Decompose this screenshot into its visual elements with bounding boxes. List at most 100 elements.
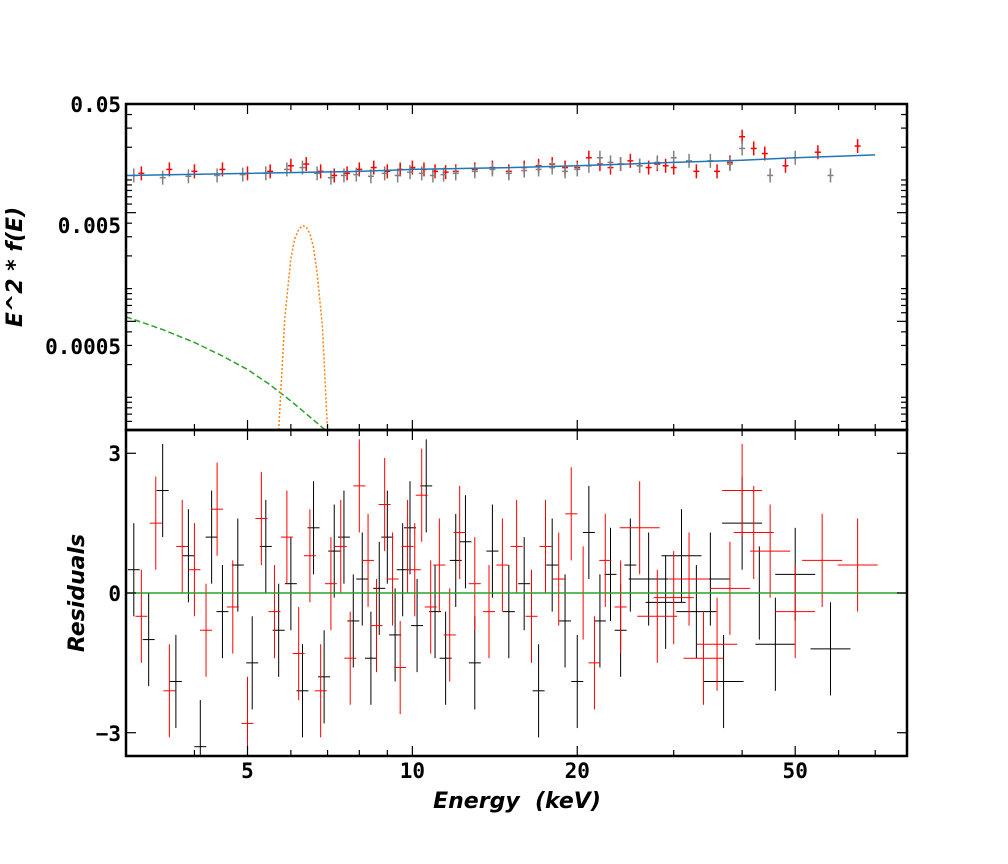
residual-point [588, 616, 601, 710]
data-point [549, 160, 556, 175]
residual-point [394, 620, 407, 715]
data-point [726, 157, 733, 172]
residual-point [624, 518, 637, 612]
data-point [827, 168, 834, 183]
model-curve [126, 316, 327, 430]
residual-point [408, 523, 421, 617]
residual-point [443, 588, 456, 682]
residual-point [324, 537, 337, 631]
residual-point [347, 574, 360, 668]
residual-point [750, 504, 791, 598]
residual-point [775, 565, 816, 659]
residual-point [246, 616, 259, 710]
data-point [267, 164, 274, 179]
residual-point [314, 644, 327, 738]
residual-point [614, 560, 627, 654]
data-point [761, 146, 768, 161]
data-point [636, 158, 643, 173]
data-point [429, 168, 436, 183]
residual-point [328, 504, 341, 598]
data-point [406, 165, 413, 180]
residual-point [502, 565, 515, 659]
residual-point [268, 565, 281, 659]
residual-point [433, 518, 446, 612]
data-point [214, 168, 221, 183]
residual-point [334, 499, 347, 593]
data-point [627, 153, 634, 168]
residual-point [292, 606, 305, 701]
residual-point [226, 560, 239, 654]
data-point [596, 150, 603, 165]
bottom-y-axis-label: Residuals [65, 534, 90, 652]
data-point [489, 162, 496, 177]
top-ytick-label: 0.005 [58, 214, 121, 238]
residual-point [127, 523, 140, 617]
data-point [314, 166, 321, 181]
residual-point [459, 495, 472, 589]
bottom-ytick-label: 0 [108, 582, 121, 606]
residual-point [482, 565, 495, 659]
data-point [381, 166, 388, 181]
data-point [331, 168, 338, 183]
data-point [344, 166, 351, 181]
data-point [394, 168, 401, 183]
data-point [521, 163, 528, 178]
residual-point [378, 457, 391, 552]
top-panel-frame [124, 102, 909, 432]
residual-point [303, 509, 316, 603]
data-point [693, 164, 700, 179]
residual-point [669, 532, 710, 626]
data-point [283, 162, 290, 177]
residual-point [373, 541, 386, 635]
residual-point [722, 443, 763, 538]
residual-point [370, 579, 383, 673]
residual-point [552, 532, 565, 626]
residual-point [810, 602, 851, 696]
residual-point [353, 439, 366, 533]
data-point [327, 170, 334, 185]
bottom-panel-data [126, 439, 907, 756]
residual-point [661, 509, 702, 603]
residual-point [539, 499, 552, 593]
residual-point [389, 588, 402, 682]
residual-point [486, 504, 499, 598]
residual-point [582, 485, 595, 580]
top-ytick-label: 0.0005 [45, 335, 121, 359]
residual-point [703, 634, 744, 729]
data-point [353, 167, 360, 182]
residual-point [176, 499, 189, 593]
residual-point [676, 565, 717, 659]
residual-point [364, 611, 377, 705]
residual-point [599, 513, 612, 607]
residual-point [518, 537, 531, 631]
residual-point [532, 644, 545, 738]
residual-point [401, 499, 414, 593]
residual-point [182, 509, 195, 603]
data-point [370, 160, 377, 175]
residual-point [733, 485, 774, 580]
residual-point [546, 518, 559, 612]
residual-point [453, 485, 466, 580]
residual-point [565, 467, 578, 561]
data-point [138, 166, 145, 181]
residual-point [318, 630, 331, 724]
residual-point [362, 513, 375, 607]
residual-point [231, 518, 244, 612]
data-point [662, 158, 669, 173]
residual-point [496, 518, 509, 612]
data-point [607, 155, 614, 170]
residual-point [697, 597, 738, 691]
residual-point [344, 611, 357, 705]
residual-point [188, 523, 201, 617]
data-point [239, 167, 246, 182]
data-point [739, 141, 746, 156]
residual-point [386, 532, 399, 626]
residual-point [468, 616, 481, 710]
residual-point [255, 471, 268, 566]
data-point [739, 129, 746, 144]
top-panel-data [126, 129, 876, 430]
residual-point [653, 551, 694, 645]
model-curve [277, 224, 329, 430]
residual-point [637, 569, 678, 663]
residual-point [356, 532, 369, 626]
